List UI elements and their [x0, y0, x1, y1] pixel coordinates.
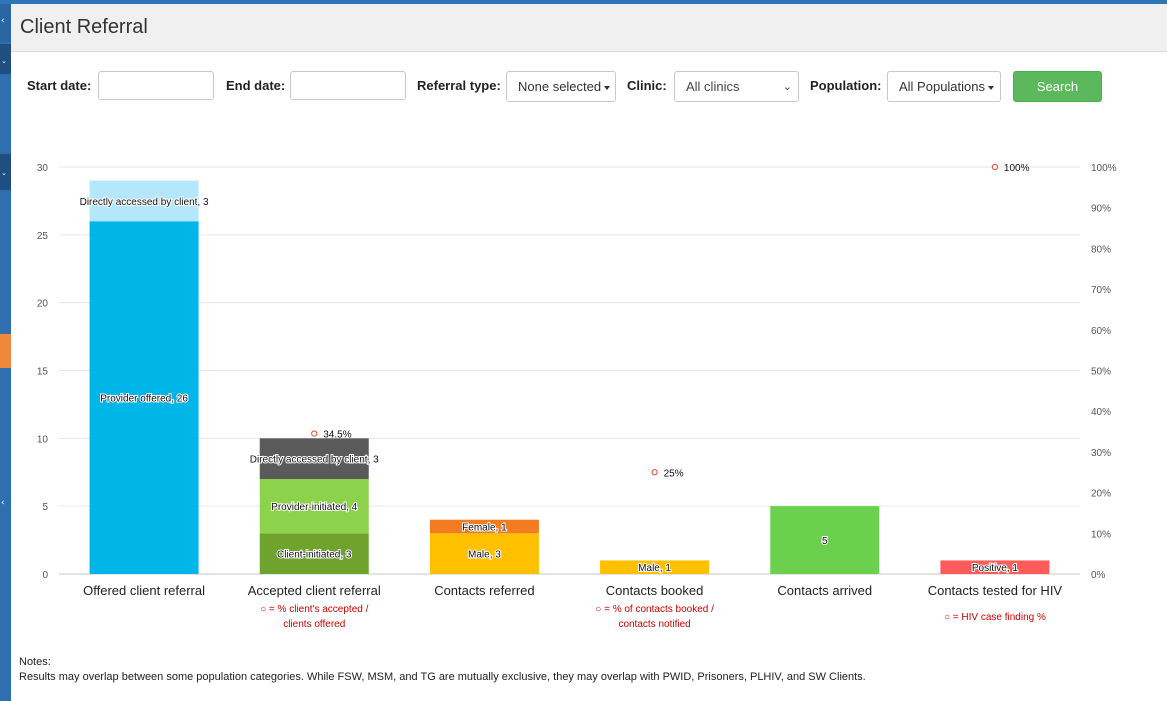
bar-segment — [600, 560, 710, 574]
y2-tick-label: 10% — [1091, 529, 1111, 540]
page-title: Client Referral — [20, 16, 148, 38]
start-date-label: Start date: — [27, 78, 92, 93]
data-label: Positive, 1 — [972, 563, 1019, 574]
start-date-input[interactable] — [98, 71, 214, 100]
bar-segment — [259, 438, 369, 480]
end-date-label: End date: — [226, 78, 286, 93]
bar-segment — [89, 180, 199, 222]
y-tick-label: 25 — [37, 231, 49, 242]
chevron-down-icon[interactable]: ⌄ — [1, 57, 7, 65]
sidebar: ‹ ⌄ ⌄ ‹ — [0, 4, 11, 701]
data-label: 5 — [822, 536, 828, 547]
notes-heading: Notes: — [19, 656, 51, 668]
clinic-label: Clinic: — [627, 78, 667, 93]
y2-tick-label: 100% — [1091, 163, 1117, 174]
y-tick-label: 15 — [37, 367, 49, 378]
x-tick-label: Contacts booked — [606, 583, 704, 598]
clinic-value: All clinics — [686, 79, 740, 94]
y2-tick-label: 40% — [1091, 407, 1111, 418]
data-label: Female, 1 — [462, 523, 507, 534]
y2-tick-label: 70% — [1091, 285, 1111, 296]
percent-marker — [991, 163, 999, 171]
category-note: contacts notified — [618, 619, 690, 630]
bar-segment — [259, 479, 369, 534]
x-tick-label: Contacts arrived — [777, 583, 872, 598]
category-note: clients offered — [283, 619, 345, 630]
referral-type-value: None selected — [518, 79, 602, 94]
y-tick-label: 30 — [37, 163, 49, 174]
population-label: Population: — [810, 78, 882, 93]
referral-chart: 0 5 10 15 20 25 30 0% 10% 20% 30% 40% 50% 60% 70% 80% 90… — [37, 163, 1117, 630]
chevron-down-icon: ⌄ — [782, 80, 792, 93]
clinic-select[interactable]: All clinics ⌄ — [674, 71, 799, 102]
x-tick-label: Contacts referred — [434, 583, 534, 598]
y2-tick-label: 60% — [1091, 326, 1111, 337]
sidebar-item-active[interactable] — [0, 334, 11, 368]
bar-segment — [429, 519, 539, 534]
bar-segment — [940, 560, 1050, 574]
search-button[interactable]: Search — [1013, 71, 1102, 102]
percent-marker — [651, 469, 658, 476]
end-date-input[interactable] — [290, 71, 406, 100]
x-tick-label: Accepted client referral — [248, 583, 381, 598]
bar-segment — [259, 533, 369, 574]
y-tick-label: 5 — [42, 502, 48, 513]
x-tick-label: Contacts tested for HIV — [928, 583, 1063, 598]
data-label: Provider-initiated, 4 — [271, 502, 358, 513]
bar-segment — [89, 221, 199, 574]
category-note: ○ = % of contacts booked / — [595, 604, 714, 615]
population-value: All Populations — [899, 79, 985, 94]
population-dropdown[interactable]: All Populations — [887, 71, 1001, 102]
y2-tick-label: 50% — [1091, 367, 1111, 378]
y2-tick-label: 30% — [1091, 448, 1111, 459]
notes-text: Results may overlap between some populat… — [19, 671, 866, 683]
chevron-left-icon[interactable]: ‹ — [1, 498, 5, 508]
data-label: Client-initiated, 3 — [277, 550, 352, 561]
percent-label: 34.5% — [323, 430, 351, 441]
percent-marker — [311, 430, 318, 437]
data-label: Directly accessed by client, 3 — [80, 197, 209, 208]
referral-type-dropdown[interactable]: None selected — [506, 71, 616, 102]
caret-down-icon — [604, 85, 611, 90]
y2-tick-label: 0% — [1091, 570, 1106, 581]
sidebar-item[interactable] — [0, 44, 11, 74]
data-label: Directly accessed by client, 3 — [250, 455, 379, 466]
notes-section: Notes: Results may overlap between some … — [19, 655, 866, 685]
data-label: Male, 1 — [638, 563, 671, 574]
y-tick-label: 0 — [42, 570, 48, 581]
y-tick-label: 10 — [37, 434, 49, 445]
sidebar-item[interactable] — [0, 154, 11, 190]
category-note: ○ = % client's accepted / — [260, 604, 369, 615]
y2-tick-label: 90% — [1091, 204, 1111, 215]
y2-tick-label: 80% — [1091, 244, 1111, 255]
top-accent-bar — [0, 0, 1167, 4]
x-tick-label: Offered client referral — [83, 583, 205, 598]
caret-down-icon — [988, 85, 994, 90]
data-label: Provider offered, 26 — [100, 394, 188, 405]
bar-segment — [429, 533, 539, 574]
sidebar-top-item[interactable] — [0, 4, 11, 42]
y2-tick-label: 20% — [1091, 489, 1111, 500]
percent-label: 100% — [1004, 163, 1030, 174]
chevron-down-icon[interactable]: ⌄ — [1, 169, 7, 177]
bar-segment — [770, 506, 880, 574]
percent-label: 25% — [664, 468, 684, 479]
data-label: Male, 3 — [468, 550, 501, 561]
referral-type-label: Referral type: — [417, 78, 501, 93]
page-header: Client Referral — [11, 4, 1167, 52]
y-tick-label: 20 — [37, 299, 49, 310]
category-note: ○ = HIV case finding % — [944, 612, 1046, 623]
chevron-left-icon[interactable]: ‹ — [1, 16, 5, 26]
